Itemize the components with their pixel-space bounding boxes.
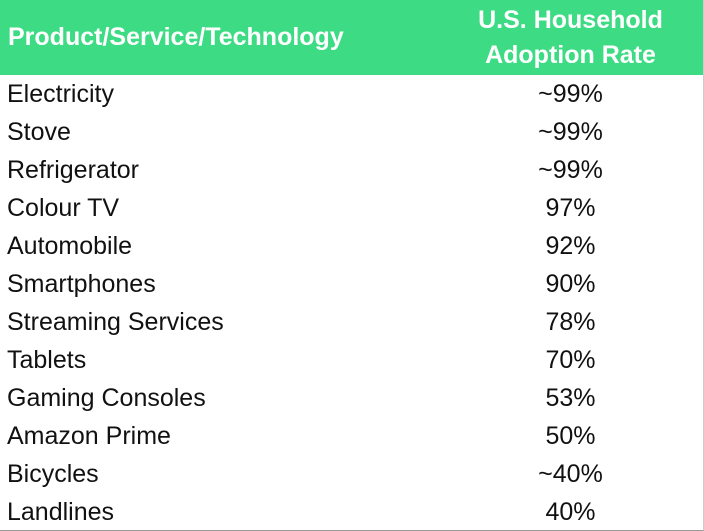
- name-cell: Refrigerator: [7, 155, 139, 184]
- name-cell: Electricity: [7, 79, 114, 108]
- header-cell: Product/Service/Technology: [8, 23, 344, 51]
- table-row: Streaming Services 78%: [0, 303, 703, 341]
- rate-cell: ~99%: [538, 155, 603, 184]
- table-row: Landlines 40%: [0, 493, 703, 531]
- table-row: Electricity ~99%: [0, 75, 703, 113]
- name-cell: Automobile: [7, 231, 133, 260]
- name-cell: Bicycles: [7, 459, 99, 488]
- rate-cell: 50%: [545, 421, 596, 450]
- header-cell: U.S. Household Adoption Rate: [478, 5, 663, 69]
- name-cell: Tablets: [7, 345, 87, 374]
- header-row: Product/Service/Technology U.S. Househol…: [0, 0, 703, 75]
- table-row: Stove ~99%: [0, 113, 703, 151]
- table-row: Smartphones 90%: [0, 265, 703, 303]
- rate-cell: 90%: [545, 269, 596, 298]
- table-row: Colour TV 97%: [0, 189, 703, 227]
- rate-cell: 97%: [545, 193, 596, 222]
- name-cell: Landlines: [7, 497, 115, 526]
- rate-cell: 70%: [545, 345, 596, 374]
- table-row: Amazon Prime 50%: [0, 417, 703, 455]
- table-row: Bicycles ~40%: [0, 455, 703, 493]
- table-row: Automobile 92%: [0, 227, 703, 265]
- rate-cell: 92%: [545, 231, 596, 260]
- table-row: Refrigerator ~99%: [0, 151, 703, 189]
- name-cell: Stove: [7, 117, 71, 146]
- name-cell: Colour TV: [7, 193, 120, 222]
- rate-cell: 53%: [545, 383, 596, 412]
- rate-cell: 40%: [545, 497, 596, 526]
- name-cell: Streaming Services: [7, 307, 224, 336]
- rate-cell: ~99%: [538, 117, 603, 146]
- table-row: Tablets 70%: [0, 341, 703, 379]
- name-cell: Amazon Prime: [7, 421, 171, 450]
- name-cell: Smartphones: [7, 269, 156, 298]
- rate-cell: ~99%: [538, 79, 603, 108]
- rate-cell: ~40%: [538, 459, 603, 488]
- rate-cell: 78%: [545, 307, 596, 336]
- table-body: Electricity ~99% Stove ~99% Refrigerator ~99%…: [0, 75, 703, 531]
- table-row: Gaming Consoles 53%: [0, 379, 703, 417]
- name-cell: Gaming Consoles: [7, 383, 206, 412]
